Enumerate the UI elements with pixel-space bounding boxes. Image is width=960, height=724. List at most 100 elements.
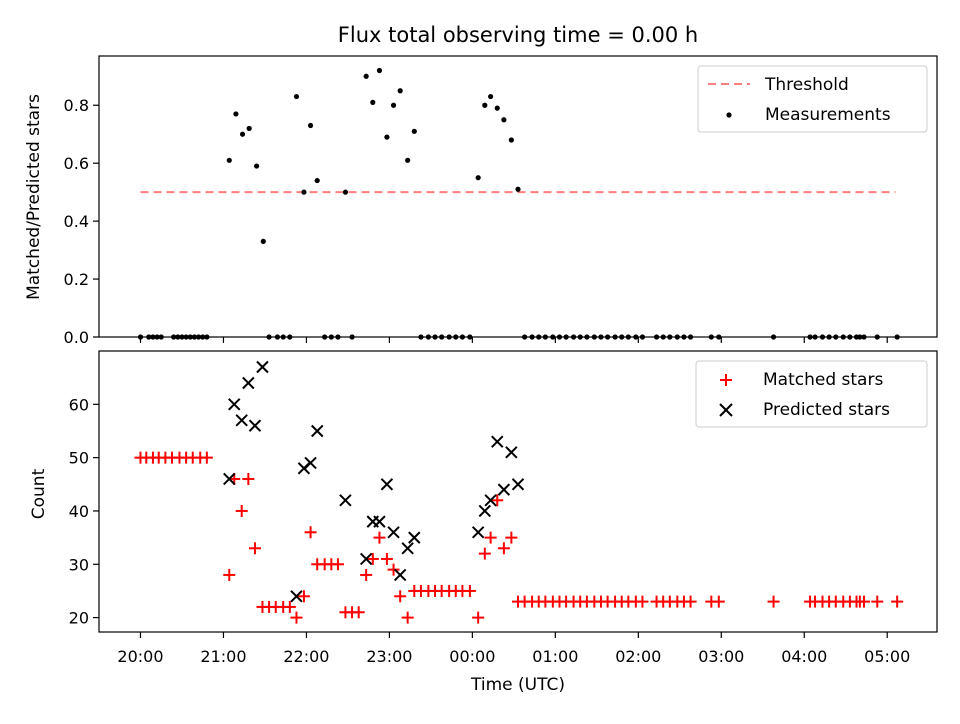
x-tick-label: 20:00	[117, 647, 163, 666]
legend-predicted-swatch	[719, 403, 733, 417]
measurement-point	[246, 125, 252, 132]
measurement-point	[857, 334, 863, 340]
predicted-star-point	[290, 590, 303, 603]
measurement-point	[488, 93, 494, 100]
matched-star-point	[352, 606, 365, 619]
measurement-point	[425, 334, 431, 340]
x-tick-label: 22:00	[283, 647, 329, 666]
measurement-point	[874, 334, 880, 340]
predicted-star-point	[223, 472, 236, 486]
predicted-star-point	[373, 515, 386, 528]
measurement-point	[432, 334, 438, 340]
measurement-point	[411, 128, 417, 134]
measurement-point	[612, 334, 618, 340]
measurement-point	[619, 334, 625, 340]
matched-star-point	[223, 568, 236, 581]
x-tick-label: 21:00	[200, 647, 246, 666]
measurement-point	[342, 189, 349, 195]
measurement-point	[598, 334, 604, 340]
measurement-point	[260, 238, 266, 245]
predicted-star-point	[248, 419, 262, 432]
x-axis-label: Time (UTC)	[470, 675, 565, 695]
matched-star-point	[767, 595, 780, 608]
measurement-point	[179, 334, 185, 340]
bottom-y-tick-label: 40	[69, 502, 89, 521]
matched-star-point	[505, 531, 518, 544]
predicted-star-point	[484, 494, 497, 507]
measurement-point	[550, 334, 556, 340]
matched-star-point	[857, 595, 870, 608]
measurement-point	[681, 334, 687, 340]
top-y-tick-label: 0.0	[64, 328, 89, 347]
measurement-point	[639, 334, 646, 340]
matched-star-point	[871, 595, 884, 608]
matched-star-point	[297, 590, 310, 603]
bottom-y-tick-label: 20	[69, 609, 89, 628]
measurement-point	[501, 117, 507, 123]
predicted-star-point	[387, 526, 400, 539]
top-y-tick-label: 0.2	[64, 270, 89, 289]
bottom-y-tick-label: 50	[69, 449, 89, 468]
measurement-point	[687, 334, 694, 340]
x-tick-label: 00:00	[449, 647, 495, 666]
matched-star-point	[891, 595, 904, 608]
measurement-point	[191, 334, 198, 340]
measurement-point	[536, 334, 542, 340]
matched-star-point	[248, 542, 261, 555]
measurement-point	[335, 334, 341, 340]
predicted-star-point	[505, 446, 518, 459]
matched-star-point	[491, 494, 504, 507]
top-y-tick-label: 0.6	[64, 154, 89, 173]
matched-star-point	[360, 568, 373, 581]
measurement-point	[274, 334, 280, 340]
measurement-point	[266, 334, 272, 340]
top-legend-box	[697, 65, 928, 133]
measurement-point	[226, 157, 232, 163]
measurement-point	[482, 102, 488, 108]
matched-star-point	[684, 595, 697, 608]
measurement-point	[826, 334, 832, 340]
measurement-point	[467, 334, 473, 340]
measurement-point	[542, 334, 548, 340]
matched-star-point	[472, 611, 485, 624]
predicted-star-point	[228, 398, 241, 411]
measurement-point	[195, 334, 202, 340]
x-tick-label: 04:00	[781, 647, 827, 666]
top-y-tick-label: 0.4	[64, 212, 89, 231]
measurement-point	[307, 122, 314, 129]
measurement-point	[591, 334, 597, 340]
measurement-point	[819, 334, 826, 340]
measurement-point	[515, 186, 521, 192]
measurement-point	[175, 334, 181, 340]
measurement-point	[183, 334, 189, 340]
measurement-point	[287, 334, 293, 340]
matched-star-point	[463, 584, 476, 597]
measurement-point	[708, 334, 714, 340]
predicted-star-point	[478, 504, 492, 518]
measurement-point	[171, 334, 177, 340]
matched-star-point	[283, 600, 296, 613]
measurement-point	[154, 334, 160, 340]
measurement-point	[584, 334, 590, 340]
matched-star-point	[242, 472, 255, 485]
predicted-star-point	[380, 478, 394, 491]
predicted-star-point	[471, 526, 485, 539]
matched-star-point	[484, 531, 497, 544]
measurement-point	[158, 334, 164, 340]
measurement-point	[397, 88, 403, 94]
bottom-panel: 20 30 40 50 60 20:00 21:00 22:00 23:00 00:00 01:00…	[29, 350, 938, 695]
measurement-point	[349, 334, 355, 340]
matched-star-point	[290, 611, 303, 624]
measurement-point	[280, 334, 286, 340]
predicted-star-point	[497, 483, 511, 496]
predicted-star-point	[401, 542, 414, 555]
measurement-point	[653, 334, 660, 340]
matched-star-point	[331, 558, 344, 571]
predicted-star-point	[511, 478, 525, 491]
measurement-point	[847, 334, 853, 340]
measurement-point	[405, 157, 411, 163]
predicted-star-point	[408, 531, 421, 544]
measurement-point	[200, 334, 206, 340]
measurement-point	[390, 102, 397, 108]
top-y-axis-label: Matched/Predicted stars	[24, 94, 44, 300]
